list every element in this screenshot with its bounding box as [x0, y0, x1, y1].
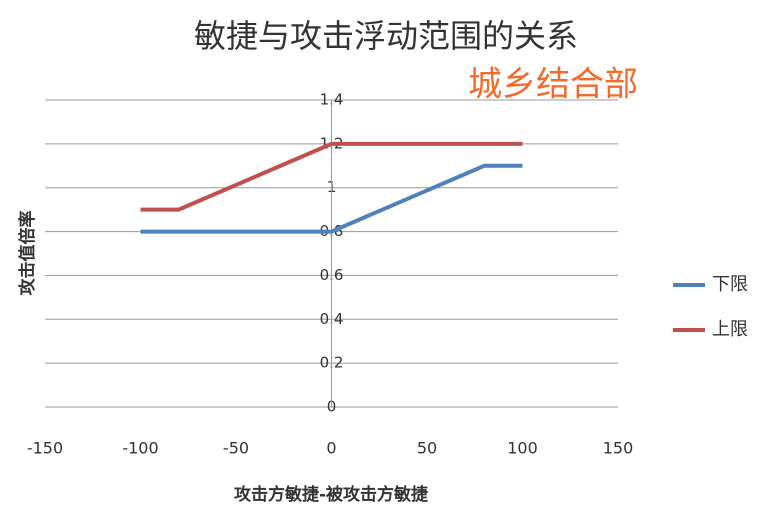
- legend-label: 上限: [712, 319, 748, 340]
- x-axis-label: 攻击方敏捷-被攻击方敏捷: [234, 484, 429, 505]
- annotation: 城乡结合部: [468, 65, 638, 105]
- series-line: [140, 163, 523, 234]
- x-tick-label: -100: [122, 439, 158, 458]
- chart-title: 敏捷与攻击浮动范围的关系: [194, 17, 578, 55]
- x-tick-label: 100: [507, 439, 538, 458]
- series-line: [140, 141, 523, 212]
- x-tick-label: 0: [326, 439, 336, 458]
- x-tick-label: -150: [27, 439, 63, 458]
- x-tick-label: 150: [603, 439, 634, 458]
- y-axis-label: 攻击值倍率: [17, 211, 38, 296]
- x-tick-label: 50: [417, 439, 437, 458]
- y-tick-label: 1.4: [320, 91, 344, 109]
- legend-label: 下限: [712, 274, 748, 295]
- x-tick-label: -50: [223, 439, 249, 458]
